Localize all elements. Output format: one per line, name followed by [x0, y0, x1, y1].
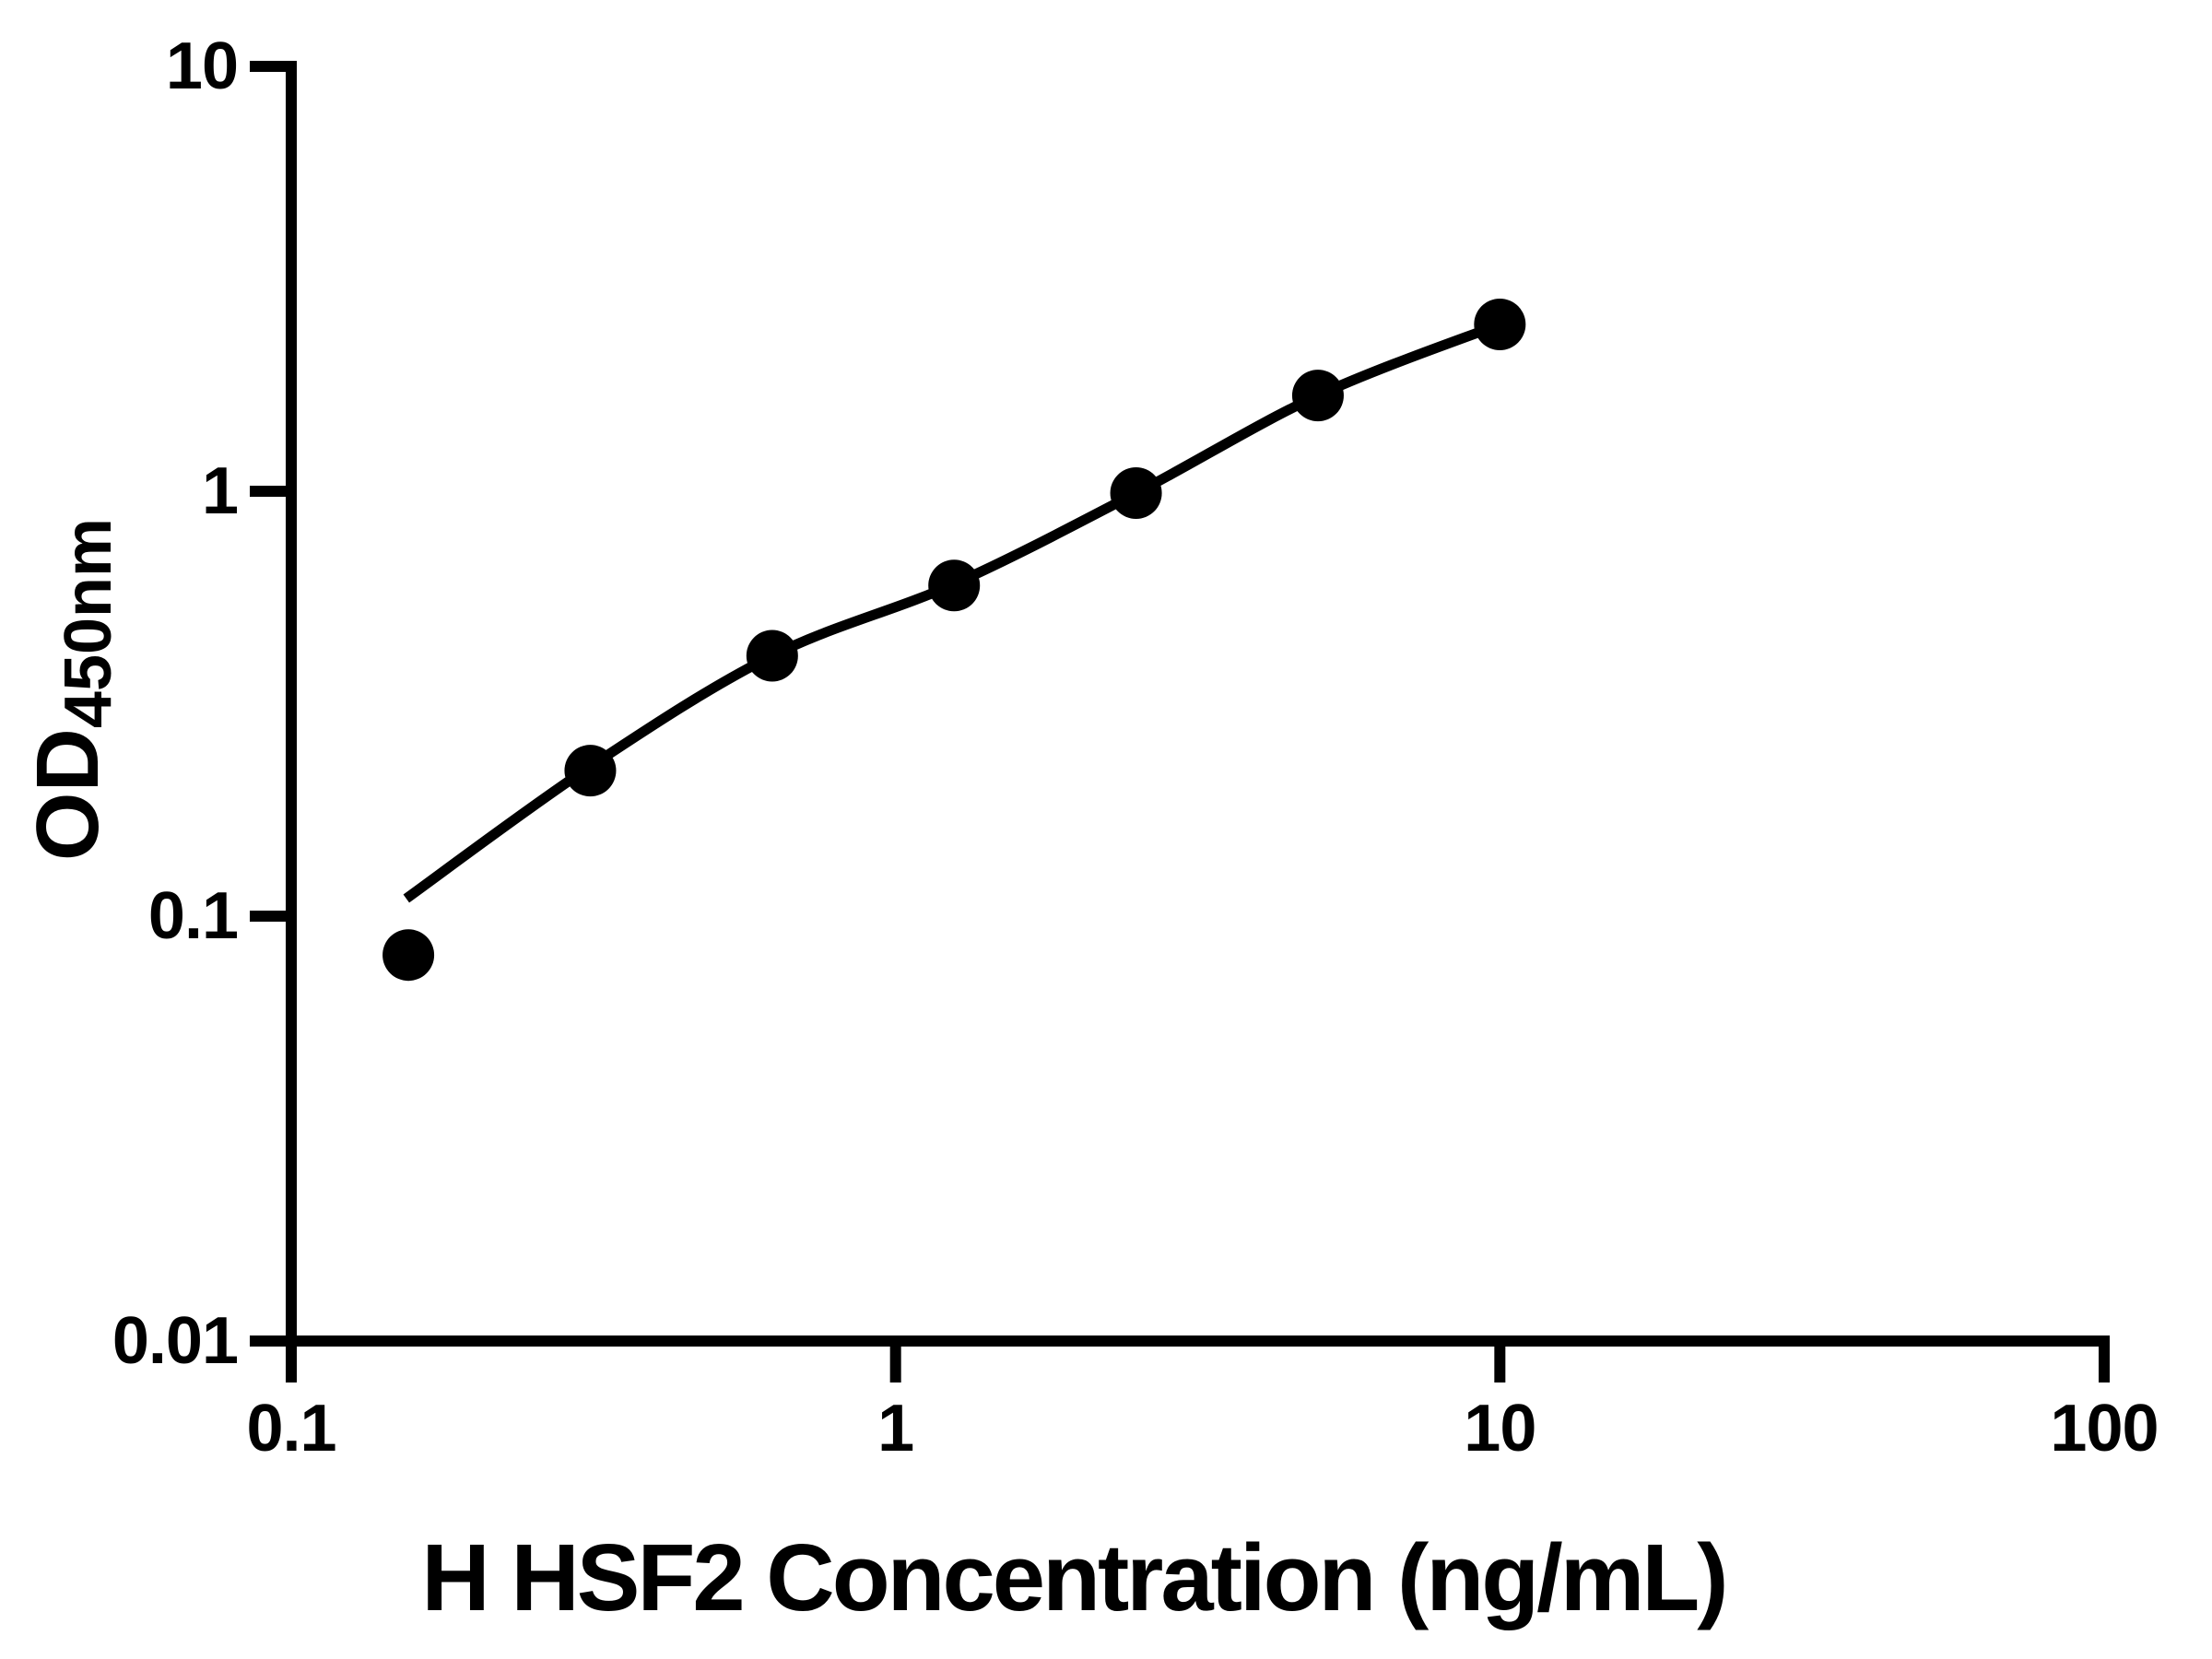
data-point — [564, 745, 617, 797]
x-axis-title: H HSF2 Concentration (ng/mL) — [421, 1524, 1728, 1630]
y-axis-title: OD450nm — [18, 518, 126, 861]
data-point — [1110, 467, 1162, 520]
data-point — [746, 629, 798, 682]
y-axis-title-subscript: 450nm — [52, 517, 125, 729]
data-point — [1291, 370, 1344, 422]
data-point — [1474, 298, 1526, 350]
data-point — [382, 929, 435, 982]
y-axis-title-main: OD — [18, 728, 117, 862]
data-point — [928, 559, 981, 612]
